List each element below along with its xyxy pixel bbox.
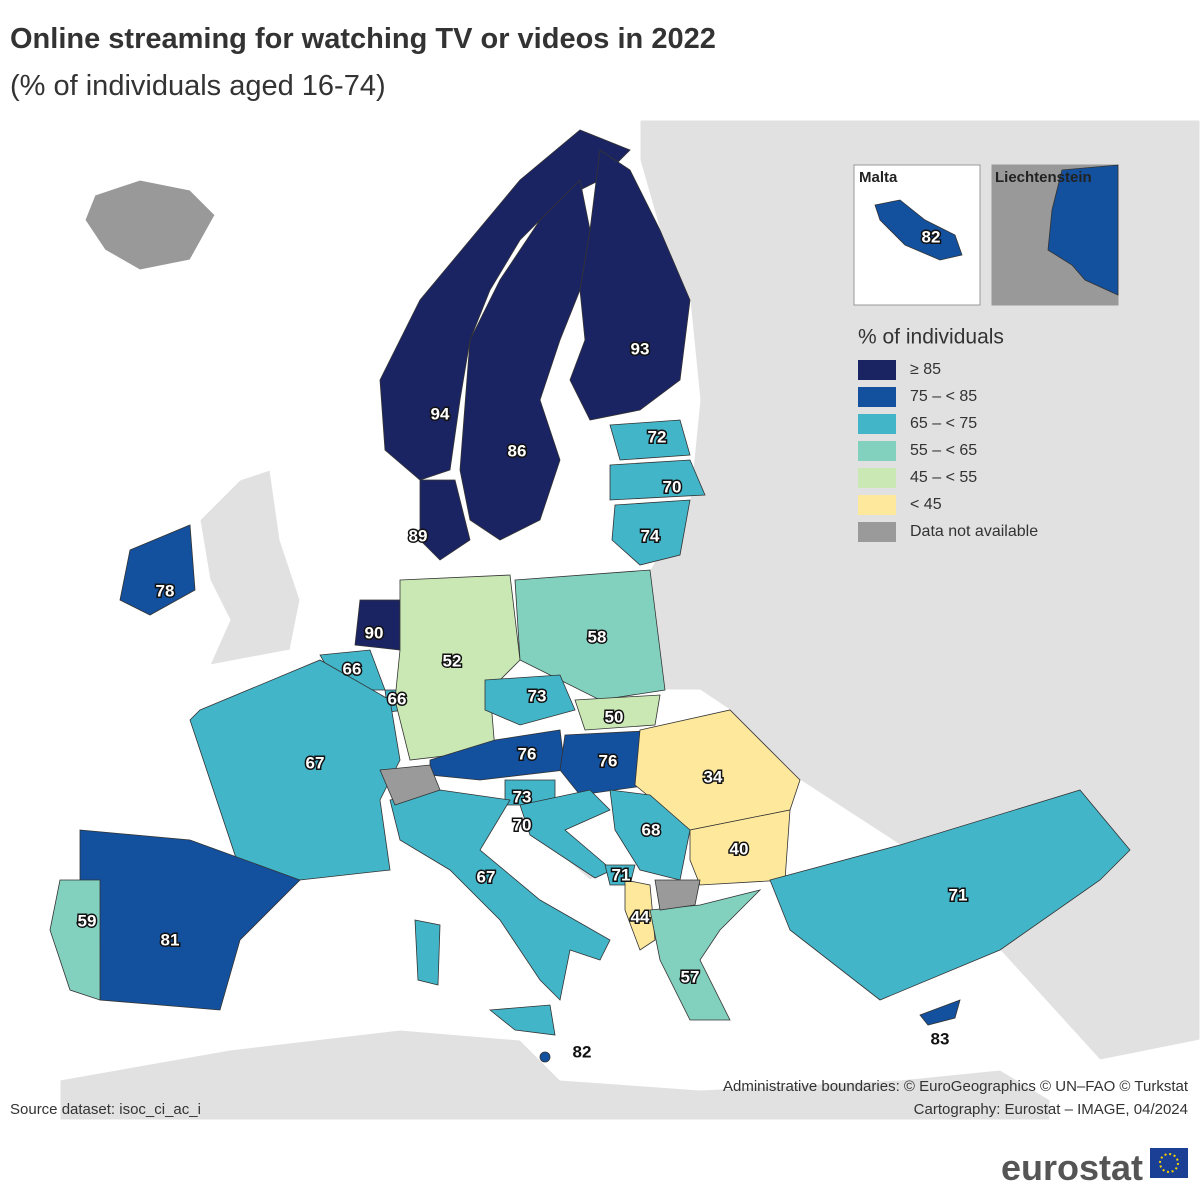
region: [654, 879, 701, 911]
value-label: 72: [648, 427, 667, 446]
value-label: 94: [431, 404, 450, 423]
region: [514, 569, 666, 701]
value-label: 34: [704, 767, 723, 786]
value-label: 57: [681, 967, 700, 986]
inset-title: Liechtenstein: [995, 169, 1092, 186]
region: [769, 789, 1131, 1001]
legend-swatch: [858, 522, 896, 542]
value-label: 83: [931, 1029, 950, 1048]
legend: % of individuals ≥ 85 75 – < 85 65 – < 75 5…: [858, 326, 1038, 542]
region: [874, 199, 963, 261]
region: [189, 659, 401, 881]
value-label: 67: [306, 753, 325, 772]
region: [389, 789, 611, 1001]
value-label: 89: [409, 526, 428, 545]
region: [609, 459, 706, 501]
region: [379, 764, 441, 806]
region: [1047, 164, 1119, 296]
value-label: 52: [443, 651, 462, 670]
legend-swatch: [858, 495, 896, 515]
value-label: 58: [588, 627, 607, 646]
value-label: 78: [156, 581, 175, 600]
value-label: 67: [477, 867, 496, 886]
region: [414, 919, 441, 986]
value-label: 44: [631, 907, 650, 926]
legend-swatch: [858, 441, 896, 461]
value-label: 66: [388, 689, 407, 708]
great-britain: [199, 469, 301, 666]
region-labels: 94 86 93 72 70 74 89 78 90 66 66 52 58 7…: [76, 338, 969, 1062]
legend-swatch: [858, 387, 896, 407]
region: [919, 999, 961, 1026]
region: [539, 1051, 551, 1063]
value-label: 66: [343, 659, 362, 678]
region: [624, 879, 656, 951]
legend-label: Data not available: [910, 523, 1038, 540]
value-label: 50: [605, 707, 624, 726]
subtitle: (% of individuals aged 16-74): [10, 70, 386, 102]
region: [488, 1004, 556, 1036]
region: [569, 149, 691, 421]
legend-swatch: [858, 414, 896, 434]
legend-title: % of individuals: [858, 326, 1004, 349]
region: [689, 809, 791, 886]
value-label: 40: [730, 839, 749, 858]
legend-label: 65 – < 75: [910, 415, 977, 432]
footer-boundaries: Administrative boundaries: © EuroGeograp…: [723, 1078, 1189, 1095]
footer-cartography: Cartography: Eurostat – IMAGE, 04/2024: [914, 1101, 1188, 1118]
region: [649, 889, 762, 1021]
value-label: 70: [663, 477, 682, 496]
value-label: 68: [642, 820, 661, 839]
title: Online streaming for watching TV or vide…: [10, 23, 716, 55]
value-label: 73: [528, 686, 547, 705]
legend-label: 45 – < 55: [910, 469, 977, 486]
footer-source: Source dataset: isoc_ci_ac_i: [10, 1101, 201, 1118]
eu-stars: [1159, 1153, 1179, 1173]
region: [609, 419, 691, 461]
value-label: 74: [641, 526, 660, 545]
legend-label: < 45: [910, 496, 942, 513]
value-label: 82: [922, 227, 941, 246]
base-land: [59, 119, 1200, 1121]
region: [419, 479, 471, 561]
value-label: 86: [508, 441, 527, 460]
regions: [49, 129, 1131, 1063]
value-label: 70: [513, 815, 532, 834]
value-label: 93: [631, 339, 650, 358]
value-label: 73: [513, 787, 532, 806]
region: [484, 674, 576, 726]
africa-land: [59, 1029, 1051, 1121]
value-label: 76: [518, 744, 537, 763]
value-label: 59: [78, 911, 97, 930]
value-label: 71: [949, 885, 968, 904]
logo-text: eurostat: [1001, 1147, 1143, 1188]
insets: Malta 82 Liechtenstein: [853, 164, 1119, 306]
legend-swatch: [858, 360, 896, 380]
legend-label: 55 – < 65: [910, 442, 977, 459]
iceland: [84, 179, 216, 271]
region: [459, 179, 591, 541]
region: [519, 789, 613, 879]
legend-label: ≥ 85: [910, 361, 941, 378]
value-label: 71: [612, 865, 631, 884]
region: [49, 879, 101, 1001]
eu-flag: [1150, 1148, 1188, 1178]
legend-swatch: [858, 468, 896, 488]
value-label: 76: [599, 751, 618, 770]
region: [574, 694, 661, 731]
value-label: 82: [573, 1042, 592, 1061]
inset-title: Malta: [859, 169, 898, 186]
legend-label: 75 – < 85: [910, 388, 977, 405]
region: [119, 524, 196, 616]
value-label: 81: [161, 930, 180, 949]
value-label: 90: [365, 623, 384, 642]
region: [611, 499, 691, 566]
